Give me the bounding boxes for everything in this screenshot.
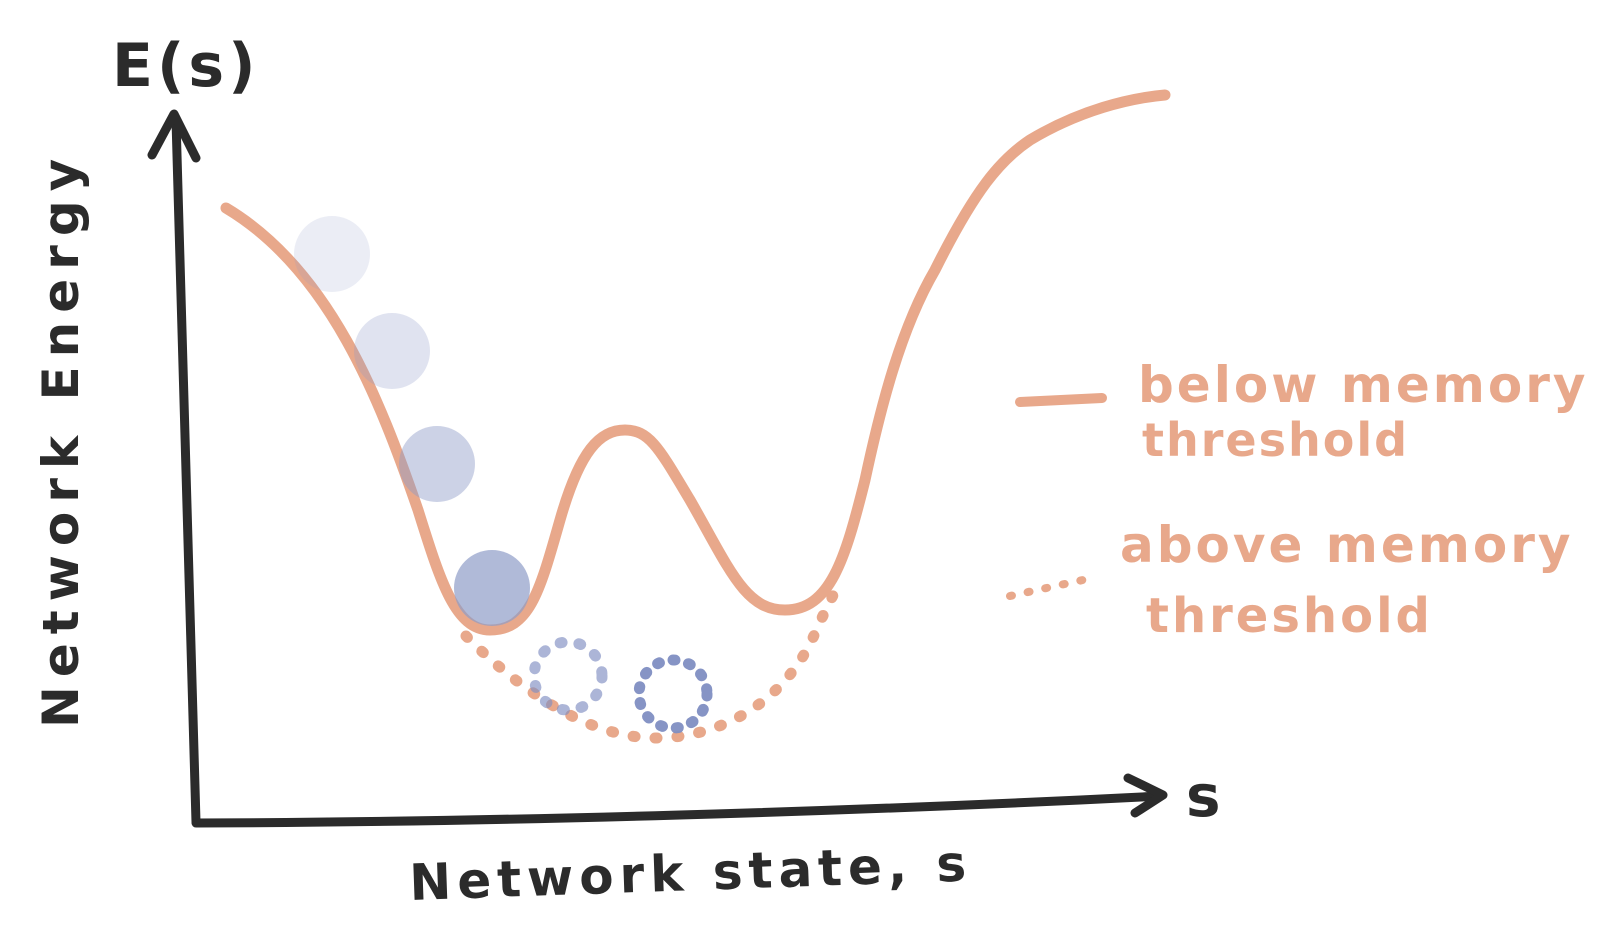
dotted-balls (534, 642, 707, 728)
dotted-ball-2 (639, 660, 707, 728)
ball-2 (354, 313, 430, 389)
x-axis-symbol: s (1186, 762, 1221, 830)
axes (152, 114, 1163, 823)
legend-dotted-line1: above memory (1120, 516, 1574, 574)
legend-solid-line1: below memory (1138, 356, 1589, 414)
ball-3 (399, 426, 475, 502)
ball-1 (294, 216, 370, 292)
y-axis-symbol: E(s) (112, 31, 260, 101)
y-axis-label: Network Energy (32, 150, 90, 728)
legend: below memory threshold above memory thre… (1010, 356, 1589, 644)
ball-4 (454, 550, 530, 626)
dotted-ball-1 (534, 642, 602, 710)
x-axis-line (196, 796, 1160, 823)
y-axis-line (176, 120, 196, 822)
legend-solid-line2: threshold (1142, 413, 1409, 467)
legend-dotted-swatch (1010, 578, 1092, 596)
rolling-balls (294, 216, 530, 626)
legend-solid-swatch (1020, 398, 1102, 402)
legend-dotted-line2: threshold (1146, 588, 1433, 644)
x-axis-label: Network state, s (408, 834, 973, 912)
